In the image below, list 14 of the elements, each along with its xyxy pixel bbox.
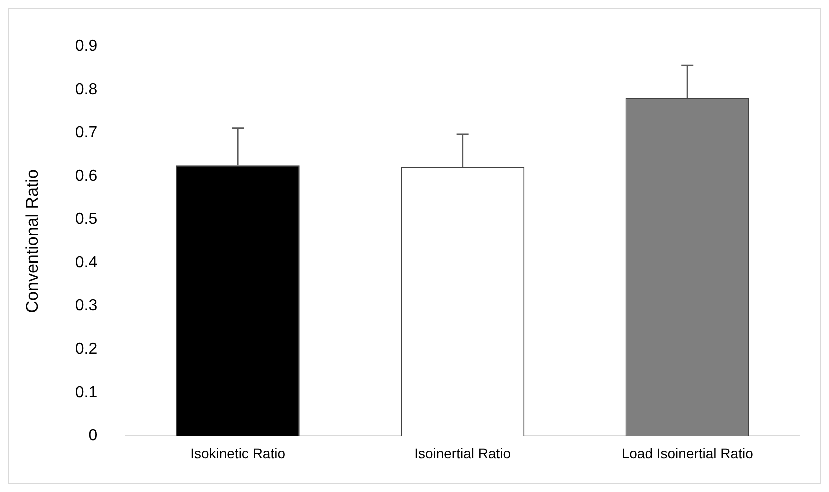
x-tick-label: Isokinetic Ratio [190, 445, 286, 462]
y-tick-label: 0.7 [75, 124, 98, 142]
y-tick-label: 0.1 [75, 384, 98, 402]
y-tick-label: 0.5 [75, 211, 98, 228]
y-tick-label: 0.3 [75, 298, 98, 315]
x-tick-label: Isoinertial Ratio [414, 445, 512, 462]
y-tick-label: 0.4 [75, 254, 98, 272]
y-tick-label: 0.6 [75, 168, 98, 185]
y-tick-label: 0 [88, 428, 98, 445]
y-axis-title: Conventional Ratio [22, 170, 42, 314]
y-tick-label: 0.9 [75, 38, 98, 56]
y-tick-label: 0.2 [75, 341, 98, 358]
x-tick-label: Load Isoinertial Ratio [622, 445, 754, 462]
y-tick-label: 0.8 [75, 81, 98, 98]
